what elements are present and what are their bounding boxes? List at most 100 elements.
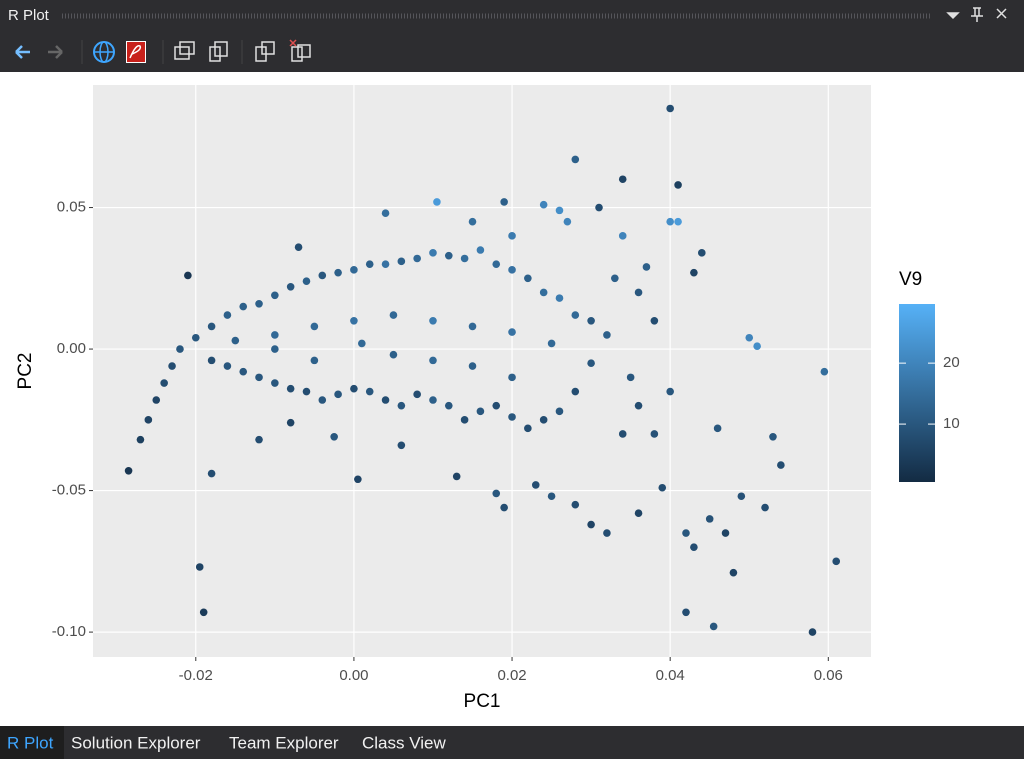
point bbox=[239, 302, 248, 311]
point bbox=[195, 563, 204, 571]
point bbox=[255, 299, 263, 308]
point bbox=[587, 316, 595, 325]
point bbox=[682, 529, 690, 537]
plot-panel bbox=[93, 85, 871, 657]
point bbox=[603, 331, 611, 339]
y-tick-label: -0.05 bbox=[52, 482, 86, 499]
point bbox=[690, 543, 698, 551]
point bbox=[476, 246, 485, 254]
window-buttons[interactable] bbox=[946, 7, 1007, 22]
point bbox=[666, 217, 674, 226]
point bbox=[769, 433, 777, 441]
point bbox=[587, 359, 595, 368]
point bbox=[508, 413, 516, 421]
point bbox=[555, 407, 564, 416]
point bbox=[310, 322, 319, 331]
point bbox=[690, 268, 698, 277]
point bbox=[500, 503, 508, 512]
point bbox=[144, 416, 153, 424]
point bbox=[207, 322, 216, 331]
pdf-button[interactable] bbox=[126, 41, 146, 63]
tab[interactable]: R Plot bbox=[7, 733, 54, 752]
toolbar bbox=[15, 39, 311, 64]
y-tick-label: -0.10 bbox=[52, 623, 86, 640]
point bbox=[318, 271, 327, 280]
point bbox=[199, 608, 208, 617]
point bbox=[666, 387, 674, 396]
tab[interactable]: Solution Explorer bbox=[71, 733, 201, 752]
point bbox=[460, 254, 469, 263]
point bbox=[444, 251, 453, 260]
point bbox=[223, 311, 232, 319]
point bbox=[539, 416, 548, 424]
x-tick-label: 0.00 bbox=[339, 667, 368, 684]
point bbox=[231, 336, 240, 345]
point bbox=[555, 294, 564, 302]
point bbox=[397, 401, 406, 410]
back-button[interactable] bbox=[15, 45, 30, 59]
point bbox=[674, 217, 682, 226]
point bbox=[168, 362, 176, 370]
point bbox=[429, 249, 437, 257]
x-tick-label: 0.06 bbox=[814, 667, 843, 684]
point bbox=[524, 424, 532, 433]
copy-bitmap-button[interactable] bbox=[174, 41, 195, 60]
point bbox=[603, 529, 611, 537]
tab[interactable]: Class View bbox=[362, 733, 446, 752]
point bbox=[753, 342, 761, 351]
point bbox=[468, 322, 477, 331]
point bbox=[433, 198, 441, 206]
point bbox=[713, 424, 722, 433]
color-bar bbox=[899, 304, 935, 482]
point bbox=[832, 557, 841, 566]
point bbox=[302, 387, 311, 396]
point bbox=[429, 356, 437, 365]
tab[interactable]: Team Explorer bbox=[229, 733, 339, 752]
point bbox=[642, 263, 651, 271]
point bbox=[136, 435, 145, 444]
point bbox=[334, 268, 342, 277]
point bbox=[358, 339, 366, 348]
point bbox=[429, 316, 437, 325]
point bbox=[389, 350, 398, 359]
point bbox=[531, 481, 540, 489]
point bbox=[674, 181, 682, 189]
point bbox=[286, 418, 295, 427]
browser-button[interactable] bbox=[93, 41, 115, 63]
point bbox=[508, 266, 516, 274]
x-tick-label: -0.02 bbox=[179, 667, 213, 684]
point bbox=[547, 339, 556, 348]
point bbox=[476, 407, 485, 416]
point bbox=[468, 217, 477, 226]
export-button[interactable] bbox=[255, 41, 275, 62]
point bbox=[271, 379, 279, 387]
point bbox=[492, 401, 501, 410]
point bbox=[587, 520, 595, 529]
point bbox=[547, 492, 556, 501]
point bbox=[191, 333, 200, 342]
point bbox=[698, 249, 706, 257]
point bbox=[729, 568, 738, 577]
point bbox=[413, 390, 421, 399]
forward-button[interactable] bbox=[48, 45, 63, 59]
point bbox=[555, 206, 564, 215]
copy-metafile-button[interactable] bbox=[209, 41, 228, 62]
y-axis-label: PC2 bbox=[15, 353, 36, 390]
point bbox=[271, 345, 279, 353]
point bbox=[207, 469, 216, 478]
point bbox=[737, 492, 746, 501]
point bbox=[650, 316, 659, 325]
point bbox=[354, 475, 362, 484]
point bbox=[595, 203, 603, 212]
point bbox=[492, 260, 501, 268]
point bbox=[302, 277, 311, 285]
point bbox=[389, 311, 398, 319]
point bbox=[365, 260, 374, 268]
point bbox=[539, 200, 548, 209]
point bbox=[618, 232, 627, 240]
point bbox=[777, 461, 785, 469]
y-tick-label: 0.00 bbox=[57, 340, 86, 357]
clear-button[interactable] bbox=[289, 39, 311, 62]
point bbox=[271, 291, 279, 300]
